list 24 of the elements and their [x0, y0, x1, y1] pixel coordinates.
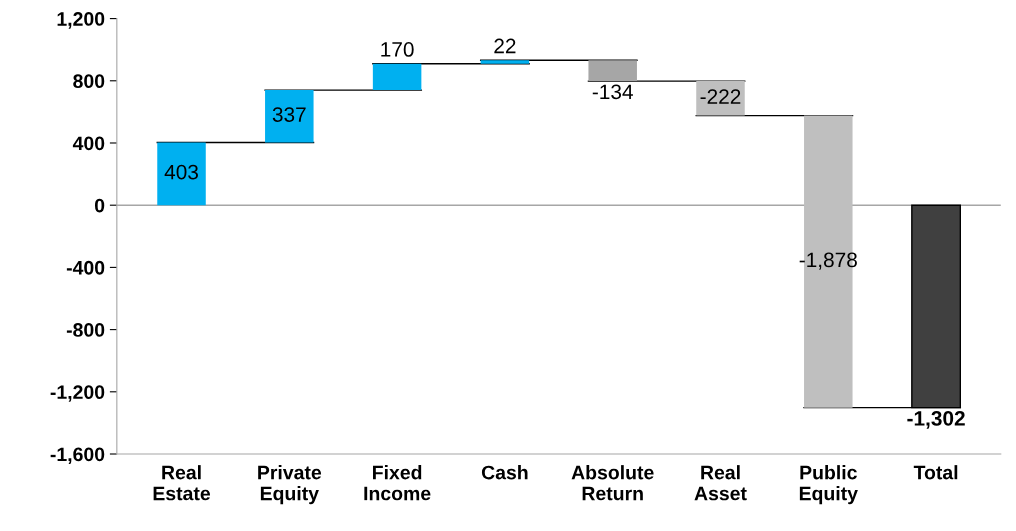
y-tick-label: -1,200	[50, 385, 105, 402]
data-label: 22	[494, 38, 516, 54]
data-label: 337	[272, 107, 306, 122]
x-tick-label: Real Asset	[694, 465, 747, 501]
data-label: 403	[164, 164, 198, 180]
x-tick-label: Total	[913, 465, 958, 480]
data-label: 170	[381, 42, 414, 57]
data-label: -1,302	[907, 410, 965, 429]
y-tick-label: 1,200	[57, 12, 105, 29]
data-label: -1,878	[799, 252, 857, 270]
y-tick-label: -1,600	[50, 447, 105, 465]
y-tick-label: 800	[73, 74, 105, 89]
data-label: -222	[700, 89, 741, 104]
y-tick-label: -400	[66, 260, 105, 275]
y-tick-label: -800	[66, 323, 105, 337]
data-label: -134	[592, 84, 633, 100]
y-tick-label: 0	[94, 198, 105, 213]
x-tick-label: Cash	[481, 465, 528, 480]
x-tick-label: Absolute Return	[571, 465, 654, 501]
x-tick-label: Private Equity	[258, 465, 322, 505]
x-tick-label: Real Estate	[153, 465, 211, 501]
x-tick-label: Public Equity	[799, 465, 858, 505]
x-tick-label: Fixed Income	[364, 465, 431, 501]
y-tick-label: 400	[72, 136, 105, 151]
